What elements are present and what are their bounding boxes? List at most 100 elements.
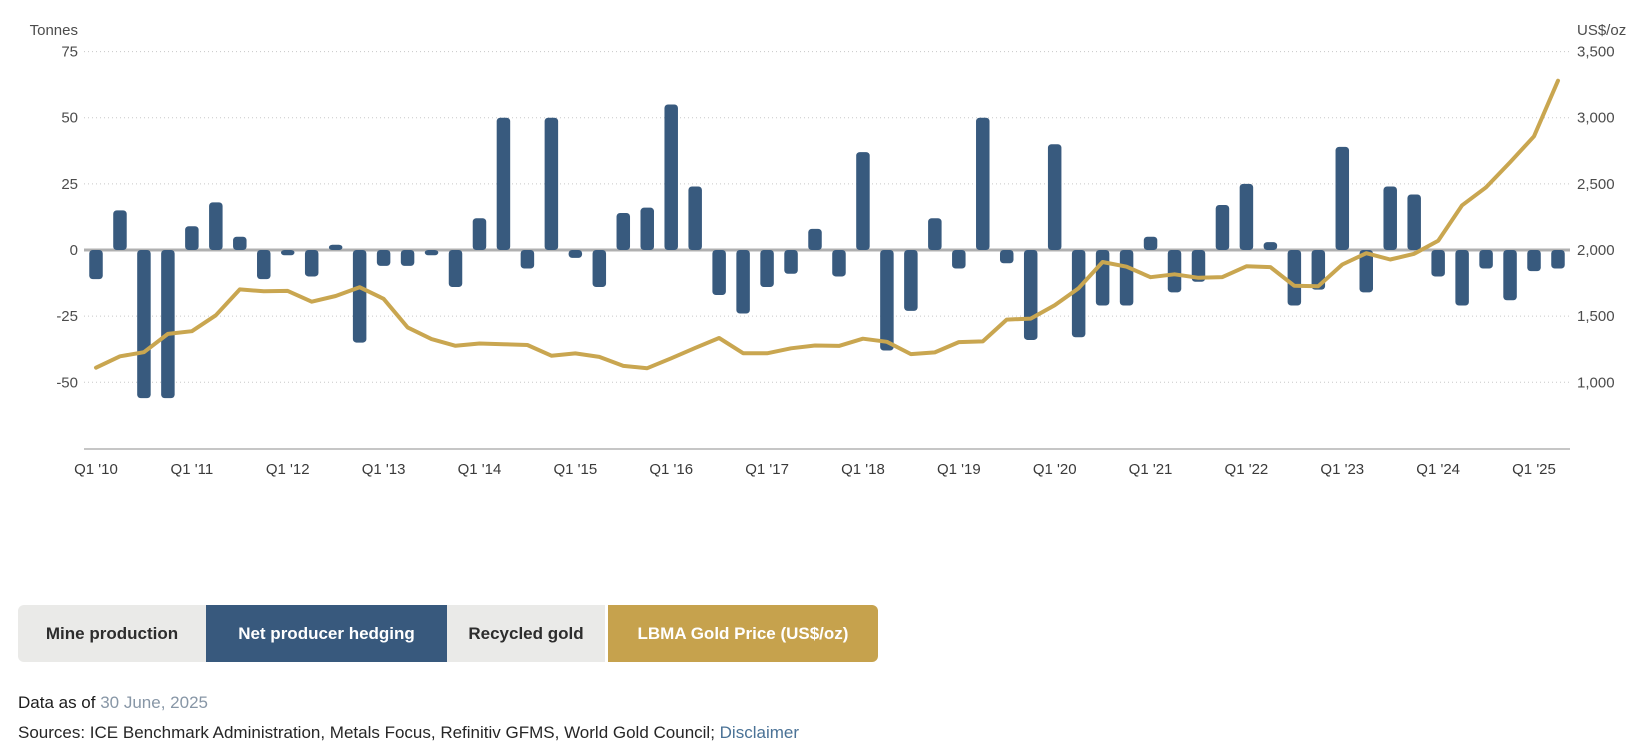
hedging-bar[interactable]	[1503, 250, 1517, 301]
legend-button-mine-production[interactable]: Mine production	[18, 605, 206, 662]
hedging-bar[interactable]	[1047, 144, 1062, 250]
hedging-bar[interactable]	[688, 186, 702, 250]
chart-area: 75 3,500 50 3,000 25 2,500 0 2,000 -25 1,500 -50 1,…	[30, 22, 1627, 478]
right-axis-tick: 3,000	[1577, 110, 1615, 127]
sources-text: Sources: ICE Benchmark Administration, M…	[18, 723, 720, 742]
right-axis-tick: 1,500	[1577, 308, 1615, 325]
hedging-bar[interactable]	[400, 250, 415, 266]
hedging-bar[interactable]	[1311, 250, 1326, 290]
hedging-bar[interactable]	[496, 117, 511, 250]
series-legend: Mine production Net producer hedging Rec…	[18, 605, 878, 662]
hedging-bar[interactable]	[904, 250, 918, 311]
hedging-bar[interactable]	[137, 250, 151, 399]
right-axis-tick: 1,000	[1577, 374, 1615, 391]
hedging-bar[interactable]	[113, 210, 127, 250]
x-axis-tick: Q1 '17	[745, 461, 789, 478]
hedging-bar[interactable]	[89, 250, 103, 280]
x-axis-tick: Q1 '10	[74, 461, 118, 478]
hedging-bar[interactable]	[616, 212, 631, 250]
x-axis-tick: Q1 '20	[1033, 461, 1077, 478]
hedging-bar[interactable]	[1095, 250, 1110, 306]
hedging-bar[interactable]	[640, 207, 654, 250]
hedging-bar[interactable]	[1119, 250, 1134, 306]
hedging-bar[interactable]	[1143, 236, 1158, 250]
hedging-bar[interactable]	[832, 250, 846, 277]
hedging-bar[interactable]	[304, 250, 319, 277]
disclaimer-link[interactable]: Disclaimer	[719, 723, 799, 742]
x-axis-tick: Q1 '11	[171, 461, 214, 478]
left-axis-tick: -25	[56, 308, 78, 325]
right-axis-title: US$/oz	[1577, 22, 1626, 39]
hedging-bar[interactable]	[448, 250, 463, 288]
x-axis-tick: Q1 '22	[1225, 461, 1269, 478]
legend-button-lbma-gold-price[interactable]: LBMA Gold Price (US$/oz)	[608, 605, 878, 662]
hedging-price-chart: 75 3,500 50 3,000 25 2,500 0 2,000 -25 1,500 -50 1,…	[30, 22, 1627, 478]
left-axis-title: Tonnes	[30, 22, 78, 39]
left-axis-tick: 25	[61, 176, 78, 193]
hedging-bar[interactable]	[185, 226, 199, 250]
data-as-of-date: 30 June, 2025	[100, 693, 208, 712]
hedging-bar[interactable]	[161, 250, 175, 399]
legend-button-net-producer-hedging[interactable]: Net producer hedging	[206, 605, 447, 662]
hedging-bar[interactable]	[664, 104, 678, 250]
hedging-bar[interactable]	[472, 218, 487, 250]
x-axis-tick: Q1 '12	[266, 461, 310, 478]
hedging-bar[interactable]	[592, 250, 607, 288]
hedging-bar[interactable]	[1479, 250, 1493, 269]
hedging-bar[interactable]	[880, 250, 894, 351]
hedging-bar[interactable]	[544, 117, 559, 250]
hedging-bar[interactable]	[1455, 250, 1469, 306]
hedging-bar[interactable]	[1335, 146, 1350, 250]
hedging-bar[interactable]	[1383, 186, 1397, 250]
hedging-bar[interactable]	[736, 250, 750, 314]
hedging-bar[interactable]	[328, 244, 343, 250]
hedging-bar[interactable]	[233, 236, 247, 250]
hedging-bar[interactable]	[1263, 242, 1278, 250]
gold-price-line[interactable]	[94, 78, 1560, 371]
right-axis-tick: 2,500	[1577, 176, 1615, 193]
hedging-bar[interactable]	[257, 250, 271, 280]
x-axis-tick: Q1 '19	[937, 461, 981, 478]
hedging-bar[interactable]	[1407, 194, 1421, 250]
left-axis-tick: 0	[70, 242, 78, 259]
hedging-bar[interactable]	[209, 202, 223, 250]
legend-button-recycled-gold[interactable]: Recycled gold	[447, 605, 605, 662]
hedging-bar[interactable]	[928, 218, 942, 250]
hedging-bar[interactable]	[1239, 183, 1254, 250]
hedging-bar[interactable]	[280, 250, 295, 256]
hedging-bar[interactable]	[1551, 250, 1565, 269]
hedging-bar[interactable]	[712, 250, 726, 295]
hedging-bar[interactable]	[568, 250, 583, 258]
hedging-bar[interactable]	[1071, 250, 1086, 338]
left-axis-tick: 50	[61, 110, 78, 127]
x-axis-tick: Q1 '16	[649, 461, 693, 478]
hedging-bar[interactable]	[976, 117, 990, 250]
hedging-bar[interactable]	[952, 250, 966, 269]
hedging-bar[interactable]	[999, 250, 1014, 264]
hedging-bar[interactable]	[352, 250, 367, 343]
hedging-bar[interactable]	[1167, 250, 1182, 293]
right-axis-tick: 2,000	[1577, 242, 1615, 259]
left-axis-tick: -50	[56, 374, 78, 391]
hedging-bar[interactable]	[808, 228, 822, 250]
data-as-of-line: Data as of 30 June, 2025	[18, 693, 208, 713]
hedging-bar[interactable]	[376, 250, 391, 266]
hedging-bar[interactable]	[760, 250, 774, 288]
hedging-bar[interactable]	[1527, 250, 1541, 272]
x-axis-tick: Q1 '21	[1129, 461, 1173, 478]
hedging-bar[interactable]	[520, 250, 535, 269]
hedging-bar[interactable]	[1359, 250, 1374, 293]
hedging-bar[interactable]	[1215, 205, 1230, 250]
hedging-bar[interactable]	[856, 152, 870, 250]
x-axis-tick: Q1 '25	[1512, 461, 1556, 478]
hedging-bar[interactable]	[1023, 250, 1038, 340]
x-axis-tick: Q1 '13	[362, 461, 406, 478]
hedging-bar[interactable]	[784, 250, 798, 274]
hedging-bar[interactable]	[1191, 250, 1206, 282]
x-axis-tick: Q1 '23	[1320, 461, 1364, 478]
hedging-bar[interactable]	[1431, 250, 1445, 277]
hedging-bar[interactable]	[424, 250, 439, 256]
hedging-bar[interactable]	[1287, 250, 1302, 306]
x-axis-tick: Q1 '24	[1416, 461, 1460, 478]
